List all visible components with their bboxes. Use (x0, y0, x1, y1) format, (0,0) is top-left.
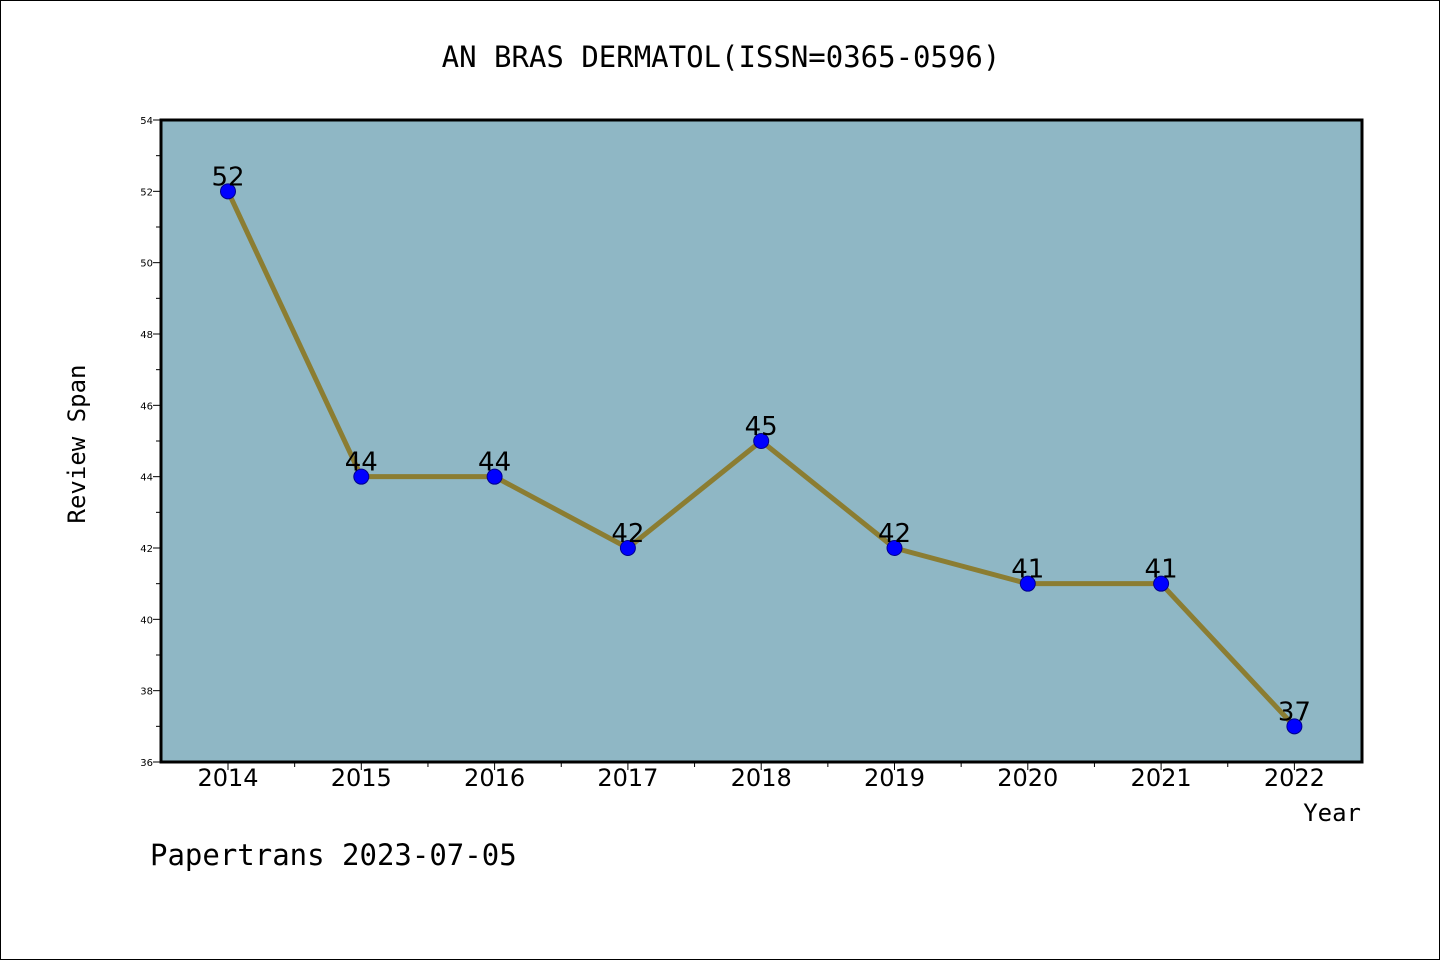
x-tick-label: 2015 (331, 764, 392, 792)
x-axis-tick-labels: 2014 2015 2016 2017 2018 2019 2020 2021 2022 (197, 764, 1324, 792)
y-tick-label: 46 (140, 401, 153, 412)
data-label: 45 (745, 412, 778, 442)
data-point (753, 433, 770, 449)
data-markers (220, 183, 1303, 735)
data-label: 52 (211, 162, 244, 192)
x-tick-label: 2018 (731, 764, 792, 792)
data-point (486, 468, 503, 485)
data-label: 44 (478, 448, 511, 478)
x-tick-label: 2019 (864, 764, 925, 792)
x-tick-label: 2017 (597, 764, 658, 792)
x-tick-label: 2020 (997, 764, 1058, 792)
x-tick-label: 2016 (464, 764, 525, 792)
plot-frame (159, 118, 1364, 764)
x-tick-label: 2022 (1264, 764, 1325, 792)
y-tick-label: 54 (140, 116, 153, 127)
data-labels: 52 44 44 42 45 42 41 41 37 (211, 162, 1310, 727)
y-tick-label: 38 (140, 687, 153, 698)
y-tick-label: 40 (140, 615, 153, 626)
data-label: 42 (611, 519, 644, 549)
x-axis-label: Year (1303, 799, 1361, 827)
y-tick-label: 48 (140, 330, 153, 341)
data-label: 44 (345, 448, 378, 478)
x-tick-label: 2021 (1131, 764, 1192, 792)
data-label: 41 (1011, 555, 1044, 585)
data-point (220, 183, 236, 200)
data-point (886, 540, 903, 556)
data-point (619, 540, 636, 556)
y-axis-label: Review Span (63, 365, 91, 524)
y-tick-label: 36 (140, 758, 153, 769)
y-tick-label: 50 (140, 259, 153, 270)
chart-title: AN BRAS DERMATOL(ISSN=0365-0596) (442, 40, 1001, 74)
data-label: 41 (1145, 555, 1178, 585)
data-label: 42 (878, 519, 911, 549)
x-tick-label: 2014 (197, 764, 258, 792)
data-point (1286, 718, 1303, 735)
data-point (1019, 575, 1036, 592)
data-point (353, 468, 370, 485)
y-axis-tick-labels: 36 38 40 42 44 46 48 50 52 54 (140, 116, 153, 769)
data-point (1153, 575, 1170, 592)
data-label: 37 (1278, 697, 1311, 727)
y-tick-label: 42 (140, 544, 153, 555)
y-tick-label: 44 (140, 473, 153, 484)
watermark-text: Papertrans 2023-07-05 (150, 838, 517, 872)
y-tick-label: 52 (140, 187, 153, 198)
